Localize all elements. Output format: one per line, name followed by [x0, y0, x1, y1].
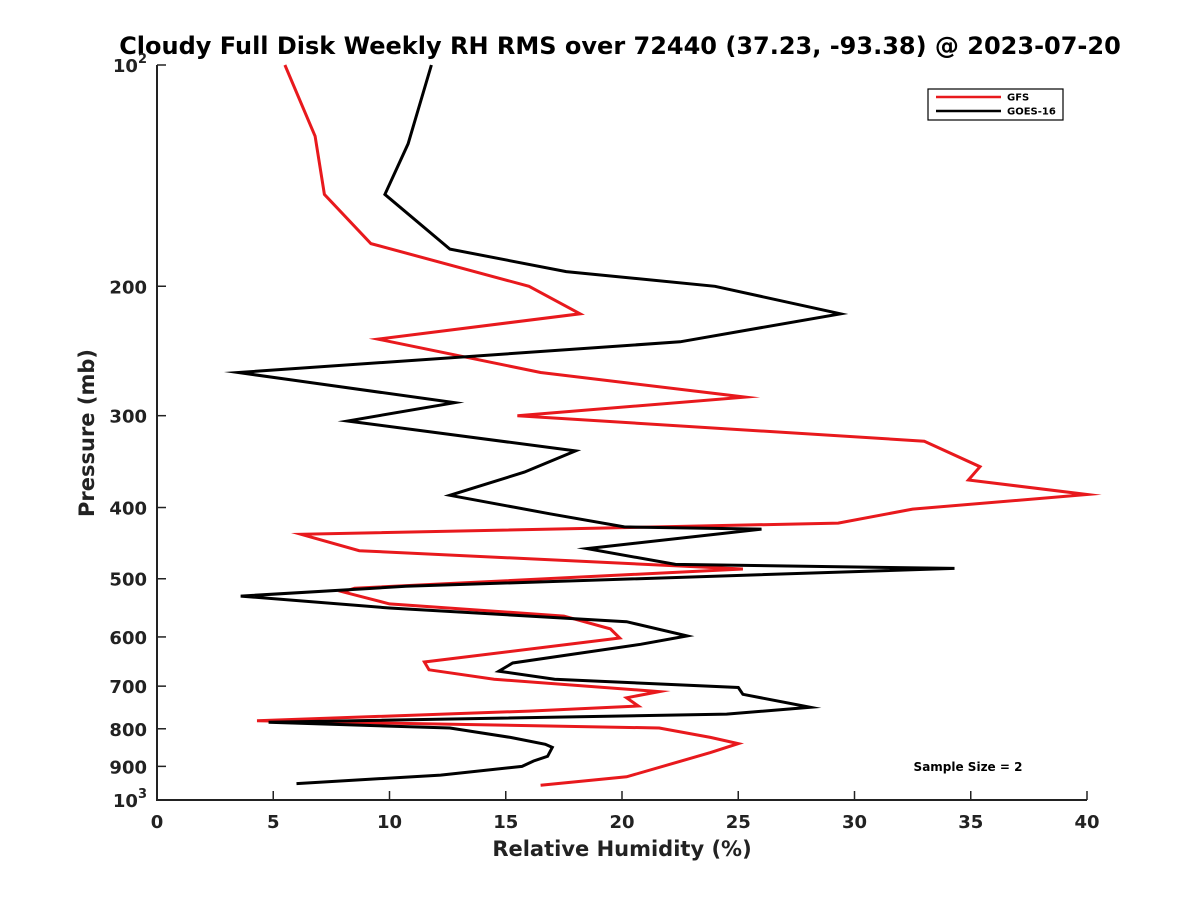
y-tick-label: 600	[109, 628, 147, 649]
y-tick-label: 800	[109, 720, 147, 741]
y-tick-label: 900	[109, 757, 147, 778]
legend-label-goes-16: GOES-16	[1007, 107, 1056, 118]
x-tick-label: 35	[958, 812, 983, 833]
sample-size-annotation: Sample Size = 2	[914, 760, 1023, 774]
y-tick-label: 400	[109, 499, 147, 520]
y-tick-label: 300	[109, 407, 147, 428]
y-tick-label: 102	[113, 52, 147, 77]
chart-title: Cloudy Full Disk Weekly RH RMS over 7244…	[119, 32, 1121, 60]
x-axis-label: Relative Humidity (%)	[492, 837, 751, 861]
legend: GFS GOES-16	[927, 88, 1064, 121]
x-tick-label: 0	[151, 812, 164, 833]
y-tick-label: 200	[109, 277, 147, 298]
legend-label-gfs: GFS	[1007, 93, 1029, 104]
y-tick-label: 700	[109, 677, 147, 698]
x-ticks: 0 5 10 15 20 25 30 35 40	[151, 791, 1100, 833]
y-tick-label: 103	[113, 787, 147, 812]
x-tick-label: 5	[267, 812, 280, 833]
x-tick-label: 25	[726, 812, 751, 833]
y-ticks: 102 200 300 400 500 600 700 800 900 103	[109, 52, 166, 812]
x-tick-label: 10	[377, 812, 402, 833]
x-tick-label: 15	[493, 812, 518, 833]
x-tick-label: 20	[609, 812, 634, 833]
y-axis-label: Pressure (mb)	[75, 349, 99, 517]
series-line-goes-16	[223, 64, 955, 786]
legend-box	[927, 88, 1064, 121]
plot-lines	[223, 64, 1102, 787]
y-tick-label: 500	[109, 570, 147, 591]
x-tick-label: 30	[842, 812, 867, 833]
x-tick-label: 40	[1074, 812, 1099, 833]
